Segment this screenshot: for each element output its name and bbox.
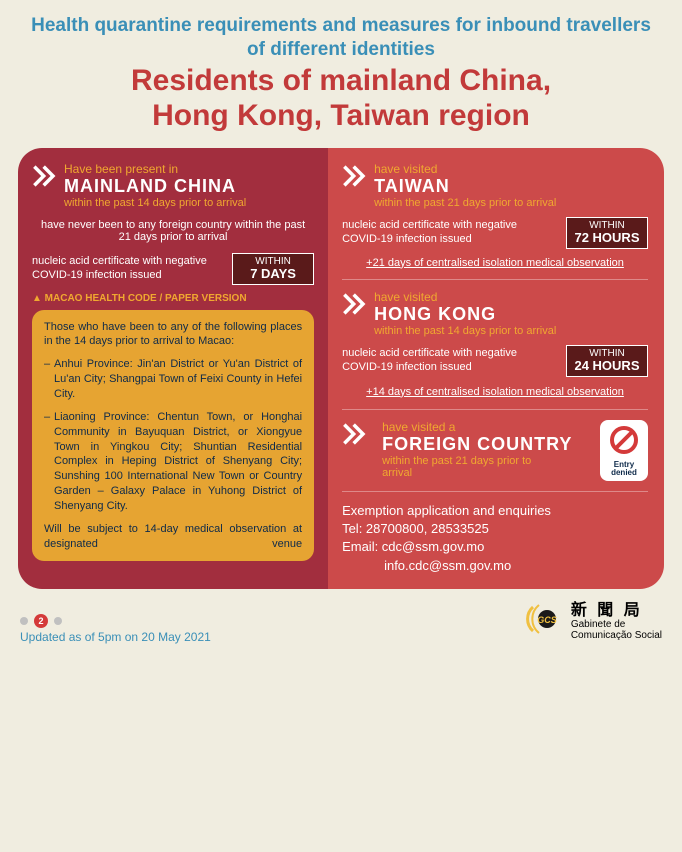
chevron-icon — [342, 420, 370, 453]
mainland-cert-row: nucleic acid certificate with negative C… — [32, 253, 314, 285]
mainland-code: ▲ MACAO HEALTH CODE / PAPER VERSION — [32, 293, 314, 304]
chevron-icon — [32, 162, 60, 195]
divider — [342, 491, 648, 492]
hk-cert: nucleic acid certificate with negative C… — [342, 347, 558, 375]
yellow-box: Those who have been to any of the follow… — [32, 310, 314, 562]
logo-text: 新 聞 局 Gabinete de Comunicação Social — [571, 602, 662, 642]
taiwan-sub: within the past 21 days prior to arrival — [374, 197, 648, 209]
mainland-cert: nucleic acid certificate with negative C… — [32, 255, 224, 283]
mainland-label: Have been present in — [64, 162, 246, 176]
hongkong-section: have visited HONG KONG within the past 1… — [342, 290, 648, 399]
foreign-label: have visited a — [382, 420, 592, 434]
title-line2b: Hong Kong, Taiwan region — [20, 99, 662, 132]
hk-label: have visited — [374, 290, 648, 304]
contact-email2: info.cdc@ssm.gov.mo — [342, 557, 648, 575]
mainland-para: have never been to any foreign country w… — [36, 219, 310, 243]
yellow-conclusion: Will be subject to 14-day medical observ… — [44, 522, 302, 552]
contact-l1: Exemption application and enquiries — [342, 502, 648, 520]
foreign-title: FOREIGN COUNTRY — [382, 434, 592, 455]
dot-active: 2 — [34, 614, 48, 628]
header: Health quarantine requirements and measu… — [0, 0, 682, 142]
foreign-section: have visited a FOREIGN COUNTRY within th… — [342, 420, 648, 481]
hk-link: +14 days of centralised isolation medica… — [342, 385, 648, 399]
hk-title: HONG KONG — [374, 304, 648, 325]
logo-block: GCS 新 聞 局 Gabinete de Comunicação Social — [525, 599, 662, 644]
foreign-sub: within the past 21 days prior to arrival — [382, 455, 552, 479]
footer: 2 Updated as of 5pm on 20 May 2021 GCS 新… — [0, 589, 682, 644]
contact-email1: Email: cdc@ssm.gov.mo — [342, 538, 648, 556]
taiwan-cert: nucleic acid certificate with negative C… — [342, 219, 558, 247]
hk-badge: WITHIN 24 HOURS — [566, 345, 648, 377]
taiwan-link: +21 days of centralised isolation medica… — [342, 257, 648, 269]
svg-text:GCS: GCS — [537, 615, 557, 625]
mainland-title: MAINLAND CHINA — [64, 176, 246, 197]
prohibited-icon — [608, 424, 640, 456]
chevron-icon — [342, 162, 370, 195]
dot — [20, 617, 28, 625]
mainland-badge: WITHIN 7 DAYS — [232, 253, 314, 285]
taiwan-title: TAIWAN — [374, 176, 648, 197]
taiwan-section: have visited TAIWAN within the past 21 d… — [342, 162, 648, 269]
taiwan-label: have visited — [374, 162, 648, 176]
yellow-bullet-1: Anhui Province: Jin'an District or Yu'an… — [44, 357, 302, 402]
title-line2a: Residents of mainland China, — [20, 64, 662, 97]
right-column: have visited TAIWAN within the past 21 d… — [328, 148, 664, 589]
mainland-header: Have been present in MAINLAND CHINA with… — [32, 162, 314, 209]
page-dots: 2 — [20, 614, 211, 628]
title-line1: Health quarantine requirements and measu… — [20, 14, 662, 62]
taiwan-badge: WITHIN 72 HOURS — [566, 217, 648, 249]
left-column: Have been present in MAINLAND CHINA with… — [18, 148, 328, 589]
updated-text: Updated as of 5pm on 20 May 2021 — [20, 630, 211, 644]
contact-block: Exemption application and enquiries Tel:… — [342, 502, 648, 575]
dot — [54, 617, 62, 625]
divider — [342, 279, 648, 280]
gcs-logo-icon: GCS — [525, 599, 565, 644]
divider — [342, 409, 648, 410]
hk-sub: within the past 14 days prior to arrival — [374, 325, 648, 337]
entry-denied-badge: Entry denied — [600, 420, 648, 481]
yellow-intro: Those who have been to any of the follow… — [44, 320, 302, 350]
footer-left: 2 Updated as of 5pm on 20 May 2021 — [20, 614, 211, 644]
contact-tel: Tel: 28700800, 28533525 — [342, 520, 648, 538]
mainland-sub: within the past 14 days prior to arrival — [64, 197, 246, 209]
yellow-bullet-2: Liaoning Province: Chentun Town, or Hong… — [44, 410, 302, 514]
chevron-icon — [342, 290, 370, 323]
main-card: Have been present in MAINLAND CHINA with… — [18, 148, 664, 589]
